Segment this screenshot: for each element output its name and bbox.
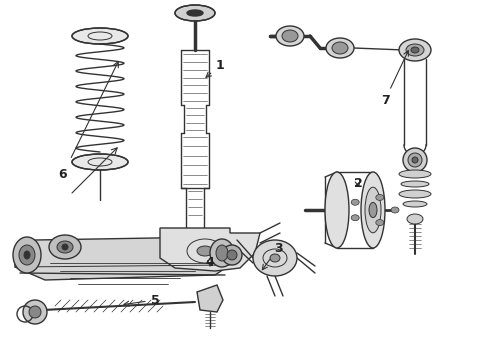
- Text: 3: 3: [262, 242, 282, 270]
- Ellipse shape: [276, 26, 304, 46]
- Ellipse shape: [72, 154, 128, 170]
- Ellipse shape: [175, 5, 215, 21]
- Circle shape: [408, 153, 422, 167]
- Ellipse shape: [361, 172, 385, 248]
- Ellipse shape: [351, 215, 359, 221]
- Ellipse shape: [57, 241, 73, 253]
- Ellipse shape: [399, 39, 431, 61]
- Ellipse shape: [325, 172, 349, 248]
- Ellipse shape: [407, 214, 423, 224]
- Ellipse shape: [376, 220, 384, 226]
- Ellipse shape: [365, 187, 381, 233]
- Ellipse shape: [369, 202, 377, 217]
- Ellipse shape: [326, 38, 354, 58]
- Ellipse shape: [376, 194, 384, 201]
- Text: 2: 2: [354, 176, 363, 189]
- Ellipse shape: [270, 254, 280, 262]
- Circle shape: [412, 157, 418, 163]
- Circle shape: [403, 148, 427, 172]
- Ellipse shape: [399, 170, 431, 178]
- Text: 4: 4: [206, 256, 215, 269]
- Ellipse shape: [62, 244, 68, 250]
- Ellipse shape: [406, 44, 424, 56]
- Circle shape: [222, 245, 242, 265]
- Ellipse shape: [253, 240, 297, 276]
- Ellipse shape: [216, 245, 228, 261]
- Ellipse shape: [187, 10, 203, 16]
- Text: 5: 5: [124, 293, 159, 306]
- Ellipse shape: [332, 42, 348, 54]
- Ellipse shape: [72, 28, 128, 44]
- Ellipse shape: [403, 201, 427, 207]
- Text: 7: 7: [381, 51, 408, 107]
- Ellipse shape: [24, 251, 30, 259]
- Ellipse shape: [399, 190, 431, 198]
- Ellipse shape: [351, 199, 359, 205]
- Ellipse shape: [197, 246, 213, 256]
- Polygon shape: [197, 285, 223, 312]
- Circle shape: [227, 250, 237, 260]
- Ellipse shape: [19, 245, 35, 265]
- Text: 1: 1: [206, 59, 224, 77]
- Ellipse shape: [49, 235, 81, 259]
- Ellipse shape: [401, 181, 429, 187]
- Ellipse shape: [391, 207, 399, 213]
- Ellipse shape: [210, 239, 234, 267]
- Polygon shape: [160, 228, 260, 271]
- Text: 6: 6: [58, 168, 67, 181]
- Polygon shape: [15, 237, 230, 280]
- Circle shape: [29, 306, 41, 318]
- Circle shape: [23, 300, 47, 324]
- Ellipse shape: [411, 47, 419, 53]
- Ellipse shape: [282, 30, 298, 42]
- Ellipse shape: [13, 237, 41, 273]
